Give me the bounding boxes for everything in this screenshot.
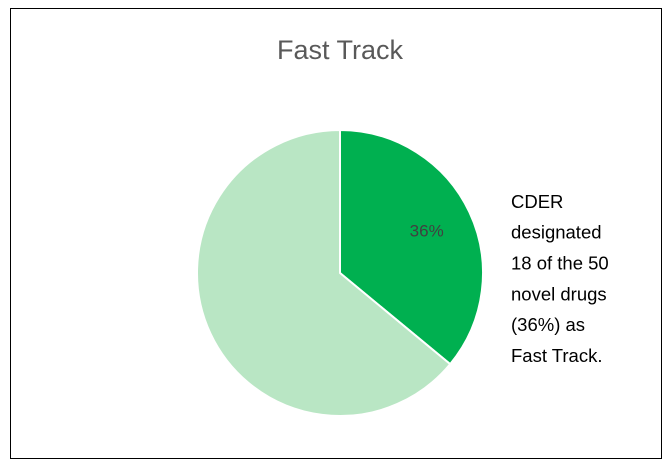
annotation-line: (36%) as xyxy=(511,314,585,335)
annotation-line: 18 of the 50 xyxy=(511,252,609,273)
annotation-line: novel drugs xyxy=(511,283,607,304)
pie-slice xyxy=(196,128,452,417)
data-label: 36% xyxy=(410,222,444,241)
pie-slice xyxy=(339,128,484,366)
annotation-line: Fast Track. xyxy=(511,345,603,366)
annotation-line: designated xyxy=(511,222,602,243)
chart-title: Fast Track xyxy=(277,35,404,65)
annotation-line: CDER xyxy=(511,191,563,212)
